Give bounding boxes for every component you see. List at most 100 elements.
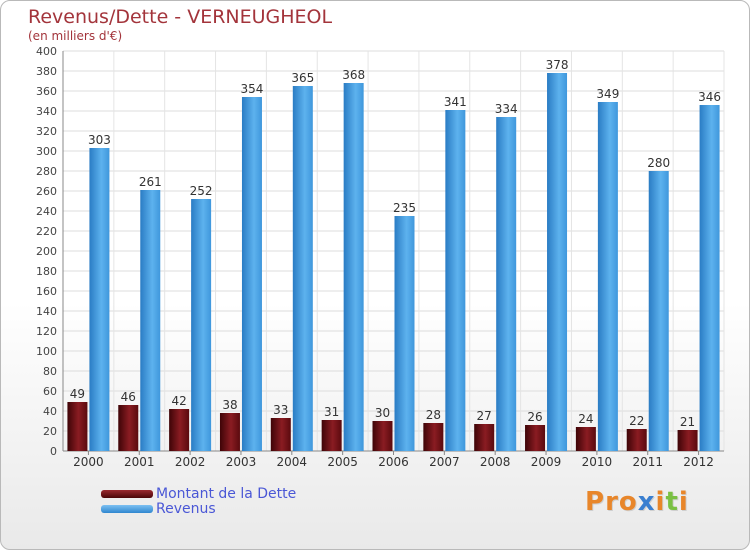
data-label-dette: 33 bbox=[273, 403, 288, 417]
data-label-dette: 21 bbox=[680, 415, 695, 429]
data-label-revenus: 354 bbox=[241, 82, 264, 96]
data-label-dette: 26 bbox=[527, 410, 542, 424]
chart-title: Revenus/Dette - VERNEUGHEOL bbox=[28, 6, 333, 28]
bar-dette bbox=[626, 429, 647, 451]
logo-letter: o bbox=[618, 487, 638, 517]
y-tick-label: 60 bbox=[43, 385, 57, 398]
bar-revenus bbox=[241, 97, 262, 451]
data-label-dette: 49 bbox=[70, 387, 85, 401]
data-label-dette: 28 bbox=[426, 408, 441, 422]
bar-dette bbox=[67, 402, 88, 451]
data-label-dette: 38 bbox=[222, 398, 237, 412]
logo-letter: P bbox=[585, 487, 606, 517]
chart-subtitle: (en milliers d'€) bbox=[28, 29, 123, 43]
y-tick-label: 100 bbox=[36, 345, 57, 358]
data-label-dette: 30 bbox=[375, 406, 390, 420]
logo-letter: i bbox=[655, 487, 666, 517]
bar-dette bbox=[677, 430, 698, 451]
bar-revenus bbox=[394, 216, 415, 451]
x-tick-label: 2008 bbox=[480, 455, 511, 469]
bar-revenus bbox=[191, 199, 212, 451]
bar-dette bbox=[372, 421, 393, 451]
bar-dette bbox=[219, 413, 240, 451]
y-tick-label: 0 bbox=[50, 445, 57, 458]
data-label-revenus: 349 bbox=[596, 87, 619, 101]
data-label-revenus: 341 bbox=[444, 95, 467, 109]
y-tick-label: 80 bbox=[43, 365, 57, 378]
logo-letter: t bbox=[665, 487, 679, 517]
data-label-dette: 27 bbox=[477, 409, 492, 423]
y-tick-label: 220 bbox=[36, 225, 57, 238]
y-tick-label: 380 bbox=[36, 65, 57, 78]
logo-letter: i bbox=[678, 487, 689, 517]
data-label-dette: 24 bbox=[578, 412, 593, 426]
bar-revenus bbox=[89, 148, 110, 451]
x-tick-label: 2006 bbox=[378, 455, 409, 469]
x-tick-label: 2000 bbox=[73, 455, 104, 469]
data-label-revenus: 252 bbox=[190, 184, 213, 198]
data-label-revenus: 303 bbox=[88, 133, 111, 147]
data-label-dette: 22 bbox=[629, 414, 644, 428]
data-label-revenus: 378 bbox=[546, 58, 569, 72]
y-tick-label: 360 bbox=[36, 85, 57, 98]
x-tick-label: 2007 bbox=[429, 455, 460, 469]
y-tick-label: 120 bbox=[36, 325, 57, 338]
data-label-revenus: 280 bbox=[647, 156, 670, 170]
bar-dette bbox=[525, 425, 546, 451]
data-label-revenus: 261 bbox=[139, 175, 162, 189]
bar-dette bbox=[474, 424, 495, 451]
y-tick-label: 320 bbox=[36, 125, 57, 138]
data-label-revenus: 346 bbox=[698, 90, 721, 104]
y-tick-label: 160 bbox=[36, 285, 57, 298]
legend-label-dette: Montant de la Dette bbox=[156, 486, 297, 502]
y-tick-label: 140 bbox=[36, 305, 57, 318]
bar-revenus bbox=[496, 117, 517, 451]
proxiti-logo: Proxiti bbox=[585, 487, 689, 517]
bar-revenus bbox=[597, 102, 618, 451]
data-label-dette: 46 bbox=[121, 390, 136, 404]
y-tick-label: 340 bbox=[36, 105, 57, 118]
bar-dette bbox=[118, 405, 139, 451]
y-tick-label: 280 bbox=[36, 165, 57, 178]
logo-letter: r bbox=[605, 487, 619, 517]
x-tick-label: 2009 bbox=[531, 455, 562, 469]
y-tick-label: 260 bbox=[36, 185, 57, 198]
x-tick-label: 2011 bbox=[632, 455, 663, 469]
bar-dette bbox=[321, 420, 342, 451]
legend-swatch-revenus bbox=[101, 505, 153, 513]
y-tick-label: 200 bbox=[36, 245, 57, 258]
legend-swatch-dette bbox=[101, 490, 153, 498]
y-tick-label: 300 bbox=[36, 145, 57, 158]
bar-revenus bbox=[648, 171, 669, 451]
data-label-revenus: 365 bbox=[291, 71, 314, 85]
bar-revenus bbox=[343, 83, 364, 451]
logo-letter: x bbox=[637, 487, 656, 517]
x-tick-label: 2004 bbox=[277, 455, 308, 469]
y-tick-label: 180 bbox=[36, 265, 57, 278]
legend-label-revenus: Revenus bbox=[156, 501, 216, 517]
bar-dette bbox=[423, 423, 444, 451]
x-tick-label: 2010 bbox=[582, 455, 613, 469]
data-label-revenus: 235 bbox=[393, 201, 416, 215]
x-tick-label: 2003 bbox=[226, 455, 257, 469]
y-tick-label: 40 bbox=[43, 405, 57, 418]
data-label-dette: 31 bbox=[324, 405, 339, 419]
data-label-dette: 42 bbox=[171, 394, 186, 408]
bar-revenus bbox=[140, 190, 161, 451]
data-label-revenus: 334 bbox=[495, 102, 518, 116]
y-tick-label: 240 bbox=[36, 205, 57, 218]
bar-revenus bbox=[292, 86, 313, 451]
x-tick-label: 2005 bbox=[327, 455, 358, 469]
y-tick-label: 20 bbox=[43, 425, 57, 438]
data-label-revenus: 368 bbox=[342, 68, 365, 82]
bar-revenus bbox=[699, 105, 720, 451]
x-tick-label: 2001 bbox=[124, 455, 155, 469]
bar-dette bbox=[270, 418, 291, 451]
bar-revenus bbox=[445, 110, 466, 451]
bar-revenus bbox=[547, 73, 568, 451]
y-tick-label: 400 bbox=[36, 45, 57, 58]
x-tick-label: 2002 bbox=[175, 455, 206, 469]
x-tick-label: 2012 bbox=[683, 455, 714, 469]
